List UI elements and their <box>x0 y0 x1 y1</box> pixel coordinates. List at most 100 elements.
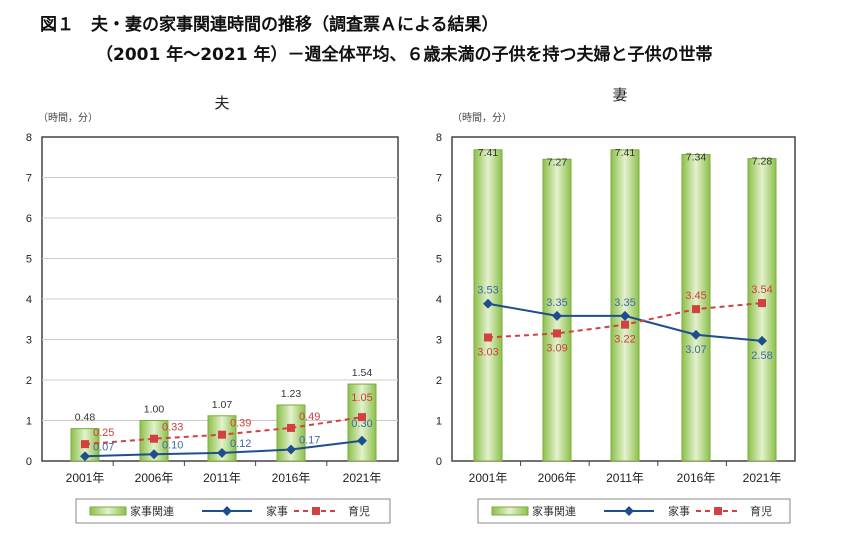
y-tick-label: 3 <box>436 335 442 347</box>
unit-label: （時間，分） <box>452 112 512 124</box>
housework-marker <box>357 435 367 446</box>
bar <box>747 158 777 462</box>
childcare-label: 3.22 <box>614 334 635 346</box>
childcare-marker <box>621 320 629 329</box>
y-tick-label: 8 <box>26 132 32 144</box>
bar-label: 1.00 <box>144 404 165 416</box>
childcare-marker <box>287 423 295 432</box>
y-tick-label: 0 <box>26 456 32 468</box>
childcare-marker <box>758 299 766 308</box>
childcare-label: 0.39 <box>230 418 251 430</box>
housework-marker <box>691 329 701 340</box>
legend-bar-swatch <box>89 506 127 516</box>
housework-label: 0.17 <box>299 435 320 447</box>
legend-childcare-marker <box>714 507 722 515</box>
y-tick-label: 4 <box>26 294 32 306</box>
x-tick-label: 2021年 <box>343 471 382 485</box>
figure-title-line2: （2001 年～2021 年）－週全体平均、６歳未満の子供を持つ夫婦と子供の世帯 <box>96 45 713 65</box>
x-tick-label: 2011年 <box>606 471 644 485</box>
childcare-label: 0.33 <box>162 422 183 434</box>
housework-marker <box>217 447 227 458</box>
x-tick-label: 2001年 <box>66 471 105 485</box>
housework-marker <box>552 310 562 321</box>
housework-label: 2.58 <box>751 350 772 362</box>
y-tick-label: 8 <box>436 132 442 144</box>
bar-label: 7.28 <box>752 156 773 168</box>
y-tick-label: 3 <box>26 335 32 347</box>
x-tick-label: 2006年 <box>135 471 174 485</box>
legend-bar-swatch <box>491 506 529 516</box>
y-tick-label: 1 <box>26 416 32 428</box>
childcare-marker <box>484 333 492 342</box>
y-tick-label: 1 <box>436 416 442 428</box>
y-tick-label: 7 <box>436 173 442 185</box>
housework-marker <box>483 298 493 309</box>
bar-label: 1.54 <box>352 367 373 379</box>
housework-label: 3.07 <box>685 344 706 356</box>
x-tick-label: 2001年 <box>469 471 508 485</box>
y-tick-label: 5 <box>26 254 32 266</box>
housework-marker <box>757 335 767 346</box>
childcare-label: 0.49 <box>299 411 320 423</box>
childcare-label: 3.45 <box>685 290 706 302</box>
housework-label: 0.12 <box>230 438 251 450</box>
bar-label: 1.07 <box>212 399 233 411</box>
legend-childcare-marker <box>312 507 320 515</box>
y-tick-label: 2 <box>26 375 32 387</box>
legend-label: 家事 <box>668 504 690 518</box>
housework-marker <box>620 310 630 321</box>
legend-label: 家事関連 <box>532 504 576 518</box>
bar <box>610 149 640 462</box>
bar-label: 1.23 <box>281 388 302 400</box>
x-tick-label: 2021年 <box>743 471 782 485</box>
chart-title: 妻 <box>612 87 627 104</box>
bar-label: 7.27 <box>547 156 568 168</box>
childcare-marker <box>692 305 700 314</box>
childcare-marker <box>358 413 366 422</box>
bar <box>542 158 572 462</box>
x-tick-label: 2006年 <box>538 471 577 485</box>
childcare-marker <box>553 329 561 338</box>
childcare-marker <box>150 434 158 443</box>
housework-marker <box>149 449 159 460</box>
legend-label: 育児 <box>750 504 772 518</box>
y-tick-label: 4 <box>436 294 442 306</box>
legend-label: 家事関連 <box>130 504 174 518</box>
x-tick-label: 2016年 <box>272 471 311 485</box>
legend-housework-marker <box>222 506 232 516</box>
legend-label: 育児 <box>348 504 370 518</box>
x-tick-label: 2011年 <box>203 471 241 485</box>
housework-label: 3.53 <box>477 285 498 297</box>
figure-title-line1: 図１ 夫・妻の家事関連時間の推移（調査票Ａによる結果） <box>40 15 499 35</box>
bar-label: 7.34 <box>686 152 707 164</box>
bar-label: 7.41 <box>478 147 499 159</box>
y-tick-label: 6 <box>26 213 32 225</box>
housework-label: 0.07 <box>93 441 114 453</box>
housework-label: 0.30 <box>351 418 372 430</box>
y-tick-label: 0 <box>436 456 442 468</box>
y-tick-label: 5 <box>436 254 442 266</box>
childcare-label: 3.09 <box>546 342 567 354</box>
bar-label: 0.48 <box>75 412 96 424</box>
childcare-label: 3.03 <box>477 346 498 358</box>
bar-label: 7.41 <box>615 147 636 159</box>
childcare-marker <box>218 430 226 439</box>
chart-title: 夫 <box>214 95 229 112</box>
x-tick-label: 2016年 <box>677 471 716 485</box>
y-tick-label: 6 <box>436 213 442 225</box>
housework-label: 3.35 <box>546 297 567 309</box>
housework-marker <box>286 444 296 455</box>
bar <box>347 383 377 462</box>
legend-label: 家事 <box>266 504 288 518</box>
housework-label: 0.10 <box>162 439 183 451</box>
housework-label: 3.35 <box>614 297 635 309</box>
y-tick-label: 2 <box>436 375 442 387</box>
childcare-label: 3.54 <box>751 284 772 296</box>
childcare-marker <box>81 440 89 449</box>
unit-label: （時間，分） <box>38 112 98 124</box>
childcare-label: 1.05 <box>351 392 372 404</box>
legend <box>75 498 391 524</box>
y-tick-label: 7 <box>26 173 32 185</box>
legend-housework-marker <box>624 506 634 516</box>
